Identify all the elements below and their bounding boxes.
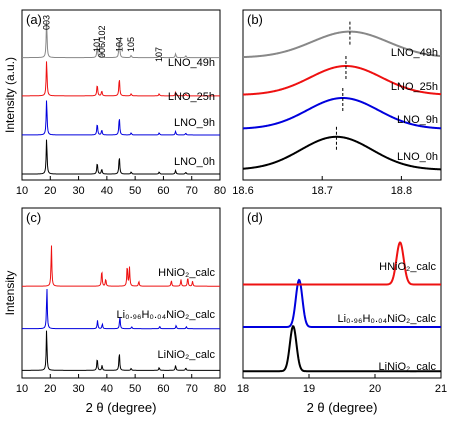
panel-d-frame bbox=[242, 207, 442, 379]
panel-b-xtick-label: 18.7 bbox=[311, 185, 332, 197]
panel-d-xtick-label: 20 bbox=[369, 383, 381, 395]
panel-a-xtick-label: 40 bbox=[101, 185, 113, 197]
panel-d-series-line bbox=[243, 241, 441, 286]
panel-a-series-label: LNO_25h bbox=[168, 91, 215, 103]
panel-c-xtick-label: 50 bbox=[129, 383, 141, 395]
panel-b: (b) LNO_0h LNO_9h LNO_25h LNO_49h 18.6 18.7 18… bbox=[232, 9, 442, 197]
panel-a-xtick-label: 80 bbox=[214, 185, 226, 197]
panel-d-series-label: Li₀.₉₆H₀.₀₄NiO₂_calc bbox=[338, 313, 437, 325]
panel-d-series-line bbox=[243, 278, 441, 328]
panel-c-plot: LiNiO₂_calc Li₀.₉₆H₀.₀₄NiO₂_calc HNiO₂_cal… bbox=[16, 245, 226, 395]
panel-c-xtick-label: 20 bbox=[44, 383, 56, 395]
panel-a: (a) LNO_0h LNO_9h LNO_25h LNO_49h 10 20 30 40 50… bbox=[16, 9, 226, 197]
panel-d-series-label: LiNiO₂_calc bbox=[379, 361, 437, 373]
panel-b-xtick-label: 18.6 bbox=[232, 185, 253, 197]
panel-a-xtick-label: 20 bbox=[44, 185, 56, 197]
panel-b-label: (b) bbox=[247, 12, 263, 27]
panel-a-xtick-label: 70 bbox=[186, 185, 198, 197]
panel-c-xtick-label: 40 bbox=[101, 383, 113, 395]
panel-b-series-line bbox=[242, 135, 442, 171]
panel-a-series-label: LNO_9h bbox=[174, 117, 215, 129]
panel-c-label: (c) bbox=[26, 210, 41, 225]
panel-c-series-line bbox=[21, 288, 220, 330]
panel-a-label: (a) bbox=[26, 12, 42, 27]
panel-c-xtick-label: 70 bbox=[186, 383, 198, 395]
panel-b-series-label: LNO_49h bbox=[391, 47, 438, 59]
panel-c-frame bbox=[21, 207, 221, 379]
panel-a-series-line bbox=[22, 21, 220, 59]
panel-c-ylabel: Intensity bbox=[3, 271, 17, 316]
panel-c-series-line bbox=[22, 245, 220, 287]
panel-b-series-label: LNO_9h bbox=[397, 114, 438, 126]
panel-a-peak-label: 006/102 bbox=[97, 25, 107, 58]
panel-a-series-line bbox=[22, 139, 220, 175]
panel-a-series-line bbox=[22, 61, 220, 97]
panel-a-peak-label: 003 bbox=[42, 15, 52, 30]
panel-d-xtick-label: 19 bbox=[303, 383, 315, 395]
panel-b-frame bbox=[242, 9, 442, 181]
panel-a-peak-label: 101 bbox=[92, 37, 102, 52]
panel-c-xtick-label: 30 bbox=[72, 383, 84, 395]
panel-c-series-line bbox=[22, 330, 220, 371]
panel-a-xtick-label: 60 bbox=[157, 185, 169, 197]
panel-a-series-line bbox=[22, 100, 220, 136]
panel-b-series-line bbox=[242, 30, 442, 59]
panel-a-series-label: LNO_0h bbox=[174, 156, 215, 168]
panel-b-series-line bbox=[242, 65, 442, 96]
panel-a-peak-label: 107 bbox=[154, 47, 164, 62]
panel-b-xtick-label: 18.8 bbox=[391, 185, 412, 197]
panel-d-series-label: HNiO₂_calc bbox=[379, 261, 436, 273]
panel-c-series-label: HNiO₂_calc bbox=[158, 267, 215, 279]
panel-d: (d) LiNiO₂_calc Li₀.₉₆H₀.₀₄NiO₂_calc HNiO₂… bbox=[237, 207, 447, 395]
panel-d-xtick-label: 21 bbox=[435, 383, 447, 395]
panel-a-plot: LNO_0h LNO_9h LNO_25h LNO_49h 10 20 30 40 50 60 70… bbox=[16, 15, 226, 197]
panel-a-peak-label: 104 bbox=[114, 37, 124, 52]
panel-b-series-label: LNO_0h bbox=[397, 151, 438, 163]
panel-d-series-line bbox=[243, 325, 441, 373]
panel-c-xtick-label: 10 bbox=[16, 383, 28, 395]
panel-c-series-label: LiNiO₂_calc bbox=[158, 349, 216, 361]
panel-d-label: (d) bbox=[247, 210, 263, 225]
panel-a-ylabel: Intensity (a.u.) bbox=[3, 57, 17, 133]
panel-c: (c) LiNiO₂_calc Li₀.₉₆H₀.₀₄NiO₂_calc HNiO₂… bbox=[16, 207, 226, 395]
panel-c-xtick-label: 80 bbox=[214, 383, 226, 395]
panel-a-frame bbox=[21, 9, 221, 181]
panel-a-peak-label: 105 bbox=[126, 37, 136, 52]
panel-b-series-label: LNO_25h bbox=[391, 81, 438, 93]
panel-b-plot: LNO_0h LNO_9h LNO_25h LNO_49h 18.6 18.7 18.8 bbox=[232, 21, 442, 197]
panel-d-plot: LiNiO₂_calc Li₀.₉₆H₀.₀₄NiO₂_calc HNiO₂_cal… bbox=[237, 241, 447, 395]
panel-a-xtick-label: 50 bbox=[129, 185, 141, 197]
panel-d-xlabel: 2 θ (degree) bbox=[307, 400, 378, 415]
panel-d-xtick-label: 18 bbox=[237, 383, 249, 395]
panel-c-xtick-label: 60 bbox=[157, 383, 169, 395]
panel-a-xtick-label: 30 bbox=[72, 185, 84, 197]
panel-c-series-label: Li₀.₉₆H₀.₀₄NiO₂_calc bbox=[117, 309, 216, 321]
panel-c-xlabel: 2 θ (degree) bbox=[86, 400, 157, 415]
panel-a-xtick-label: 10 bbox=[16, 185, 28, 197]
panel-a-series-label: LNO_49h bbox=[168, 57, 215, 69]
panel-b-series-line bbox=[242, 97, 442, 130]
